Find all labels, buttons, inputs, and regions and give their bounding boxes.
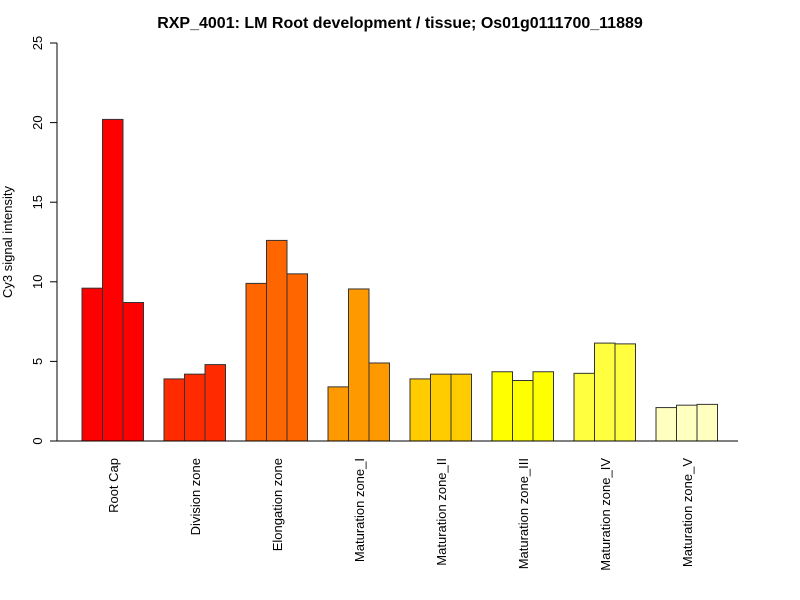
bar [594,342,616,442]
y-tick-label: 25 [30,36,45,50]
y-axis: 0 5 10 15 20 25 [30,36,58,445]
bar [614,343,636,442]
bar [655,407,677,442]
bar [368,362,390,442]
bar [81,287,103,442]
x-tick-label: Maturation zone_III [516,458,531,569]
y-tick-label: 20 [30,115,45,129]
bar [204,364,226,442]
bar [286,273,308,442]
bar-group [655,403,718,442]
bar-group [491,371,554,442]
bars [81,118,718,442]
x-tick-label: Elongation zone [270,458,285,551]
bar [266,239,288,442]
bar [184,373,206,442]
bar [512,380,534,442]
bar [163,378,185,442]
x-tick-label: Maturation zone_II [434,458,449,566]
x-axis-labels: Root Cap Division zone Elongation zone Matu… [106,458,695,571]
bar [450,373,472,442]
bar-group [409,373,472,442]
bar [696,403,718,442]
x-tick-label: Root Cap [106,458,121,513]
bar [327,386,349,442]
bar-group [245,239,308,442]
bar [122,301,144,442]
y-tick-label: 10 [30,275,45,289]
y-tick-label: 15 [30,195,45,209]
x-tick-label: Division zone [188,458,203,535]
bar [676,404,698,442]
bar-group [81,118,144,442]
bar-group [327,288,390,442]
y-tick-label: 0 [30,437,45,444]
y-axis-label: Cy3 signal intensity [0,186,15,298]
bar [409,378,431,442]
bar-group [573,342,636,442]
chart-title: RXP_4001: LM Root development / tissue; … [157,15,643,32]
bar [245,282,267,442]
bar-group [163,364,226,442]
bar [102,118,124,442]
bar [532,371,554,442]
x-tick-label: Maturation zone_IV [598,458,613,571]
bar [430,373,452,442]
x-tick-label: Maturation zone_V [680,458,695,567]
y-tick-label: 5 [30,358,45,365]
bar [491,371,513,442]
x-tick-label: Maturation zone_I [352,458,367,562]
bar [573,372,595,442]
bar [348,288,370,442]
